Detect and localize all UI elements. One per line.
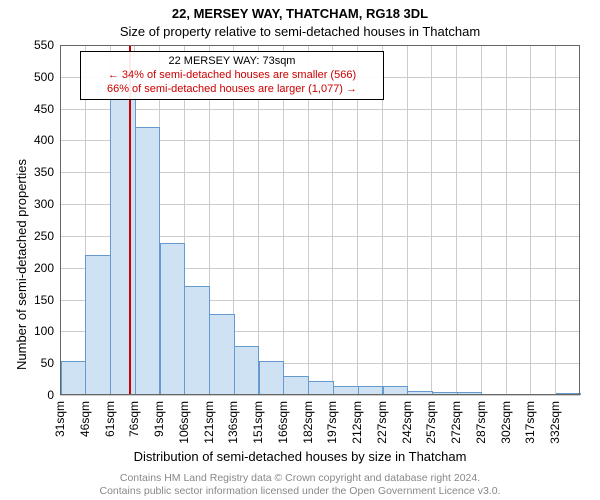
x-tick-label: 46sqm — [78, 401, 92, 437]
x-tick-label: 76sqm — [127, 401, 141, 437]
footer: Contains HM Land Registry data © Crown c… — [0, 472, 600, 498]
y-tick-label: 550 — [34, 38, 54, 52]
x-tick-label: 242sqm — [400, 401, 414, 444]
x-tick-label: 212sqm — [350, 401, 364, 444]
y-ticks: 050100150200250300350400450500550 — [0, 45, 58, 395]
y-tick-label: 250 — [34, 229, 54, 243]
x-tick-label: 332sqm — [548, 401, 562, 444]
x-tick-label: 272sqm — [449, 401, 463, 444]
footer-line2: Contains public sector information licen… — [0, 485, 600, 498]
page-title: 22, MERSEY WAY, THATCHAM, RG18 3DL — [0, 6, 600, 21]
plot-border — [60, 45, 580, 395]
y-tick-label: 400 — [34, 133, 54, 147]
x-tick-label: 121sqm — [202, 401, 216, 444]
x-tick-label: 151sqm — [251, 401, 265, 444]
y-tick-label: 350 — [34, 165, 54, 179]
grid-line-h — [60, 395, 580, 396]
x-tick-label: 166sqm — [276, 401, 290, 444]
y-tick-label: 150 — [34, 293, 54, 307]
x-tick-label: 182sqm — [301, 401, 315, 444]
y-tick-label: 50 — [41, 356, 54, 370]
chart-container: 22, MERSEY WAY, THATCHAM, RG18 3DL Size … — [0, 0, 600, 500]
x-ticks: 31sqm46sqm61sqm76sqm91sqm106sqm121sqm136… — [60, 397, 580, 437]
x-tick-label: 91sqm — [152, 401, 166, 437]
x-tick-label: 31sqm — [53, 401, 67, 437]
page-subtitle: Size of property relative to semi-detach… — [0, 24, 600, 39]
x-tick-label: 106sqm — [177, 401, 191, 444]
x-tick-label: 302sqm — [499, 401, 513, 444]
x-tick-label: 257sqm — [424, 401, 438, 444]
plot-area: 22 MERSEY WAY: 73sqm ← 34% of semi-detac… — [60, 45, 580, 395]
y-tick-label: 0 — [47, 388, 54, 402]
y-tick-label: 100 — [34, 324, 54, 338]
x-tick-label: 197sqm — [325, 401, 339, 444]
y-tick-label: 200 — [34, 261, 54, 275]
x-tick-label: 227sqm — [375, 401, 389, 444]
x-tick-label: 317sqm — [523, 401, 537, 444]
footer-line1: Contains HM Land Registry data © Crown c… — [0, 472, 600, 485]
x-axis-label: Distribution of semi-detached houses by … — [0, 449, 600, 464]
y-tick-label: 300 — [34, 197, 54, 211]
x-tick-label: 61sqm — [103, 401, 117, 437]
y-tick-label: 500 — [34, 70, 54, 84]
y-tick-label: 450 — [34, 102, 54, 116]
x-tick-label: 287sqm — [474, 401, 488, 444]
x-tick-label: 136sqm — [226, 401, 240, 444]
